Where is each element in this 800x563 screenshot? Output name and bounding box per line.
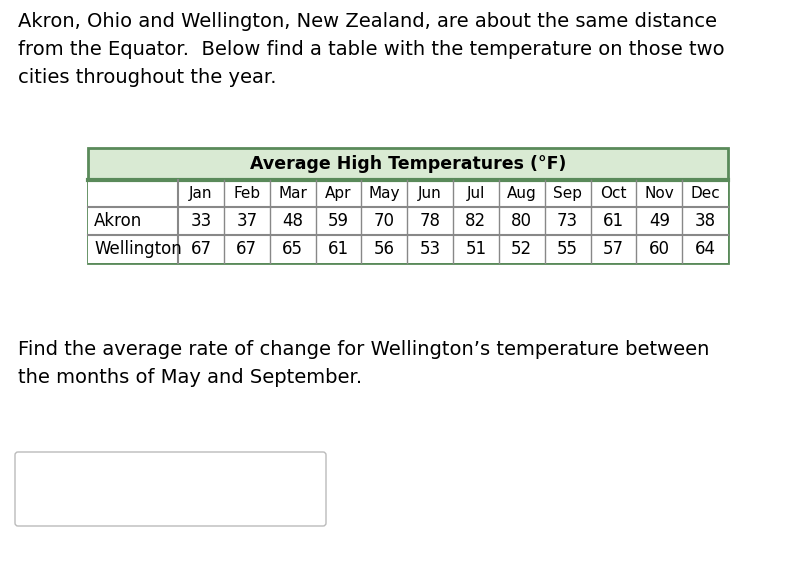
Text: Sep: Sep (553, 186, 582, 201)
Bar (88, 148, 728, 263)
Text: 59: 59 (328, 212, 349, 230)
Text: 52: 52 (511, 240, 532, 258)
Bar (88, 180, 728, 263)
Text: 56: 56 (374, 240, 394, 258)
Text: Apr: Apr (325, 186, 352, 201)
Text: 73: 73 (557, 212, 578, 230)
Text: Oct: Oct (600, 186, 626, 201)
FancyBboxPatch shape (15, 452, 326, 526)
Text: 51: 51 (466, 240, 486, 258)
Text: 67: 67 (236, 240, 258, 258)
Text: 33: 33 (190, 212, 211, 230)
Text: 80: 80 (511, 212, 532, 230)
Text: 61: 61 (603, 212, 624, 230)
Text: 65: 65 (282, 240, 303, 258)
Text: Mar: Mar (278, 186, 307, 201)
Text: Find the average rate of change for Wellington’s temperature between
the months : Find the average rate of change for Well… (18, 340, 710, 387)
Text: 78: 78 (419, 212, 441, 230)
Text: 49: 49 (649, 212, 670, 230)
Text: 61: 61 (328, 240, 349, 258)
Text: Jun: Jun (418, 186, 442, 201)
Text: Wellington: Wellington (94, 240, 182, 258)
Text: 38: 38 (694, 212, 716, 230)
Text: 55: 55 (557, 240, 578, 258)
Text: 60: 60 (649, 240, 670, 258)
Text: 37: 37 (236, 212, 258, 230)
Text: Aug: Aug (507, 186, 537, 201)
Text: 53: 53 (419, 240, 441, 258)
Text: 70: 70 (374, 212, 394, 230)
Text: Nov: Nov (644, 186, 674, 201)
Text: Jan: Jan (189, 186, 213, 201)
Text: 67: 67 (190, 240, 211, 258)
Text: Average High Temperatures (°F): Average High Temperatures (°F) (250, 155, 566, 173)
Text: May: May (369, 186, 400, 201)
Text: 48: 48 (282, 212, 303, 230)
Text: 82: 82 (466, 212, 486, 230)
Text: Jul: Jul (466, 186, 485, 201)
Text: Feb: Feb (233, 186, 260, 201)
Text: 57: 57 (603, 240, 624, 258)
Text: Akron: Akron (94, 212, 142, 230)
Text: 64: 64 (694, 240, 715, 258)
Text: Dec: Dec (690, 186, 720, 201)
Text: Akron, Ohio and Wellington, New Zealand, are about the same distance
from the Eq: Akron, Ohio and Wellington, New Zealand,… (18, 12, 725, 87)
